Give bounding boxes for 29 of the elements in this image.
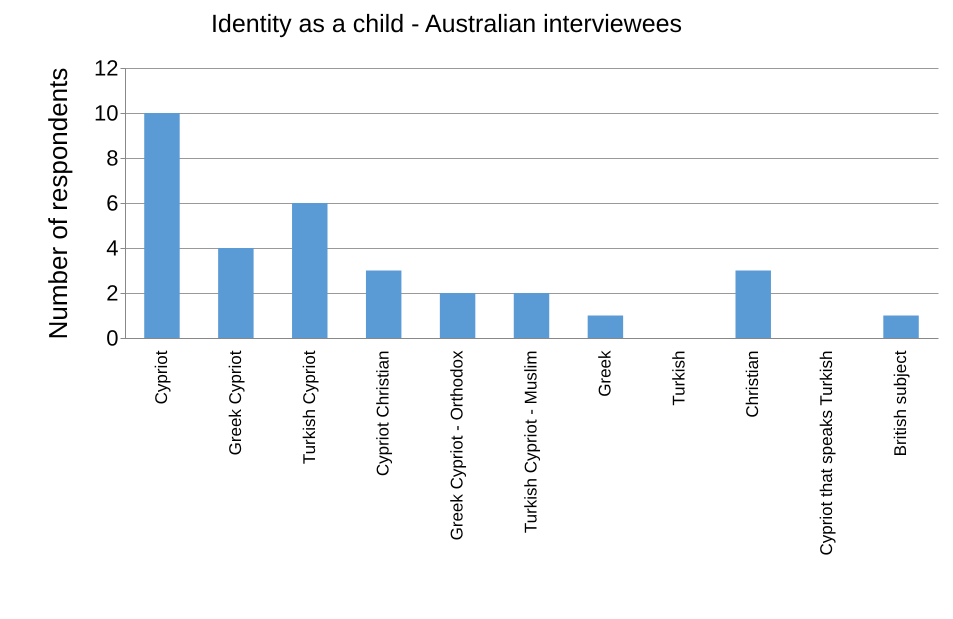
y-tick-label: 0: [106, 326, 118, 350]
y-tick-label: 8: [106, 146, 118, 170]
bar: [144, 113, 180, 338]
x-tick-label: Cypriot: [152, 350, 171, 404]
bar: [883, 316, 919, 338]
y-tick-label: 10: [94, 100, 118, 126]
bar: [514, 293, 550, 338]
bar: [292, 203, 328, 338]
bar: [440, 293, 476, 338]
y-tick-label: 6: [106, 190, 118, 216]
x-tick-label: Greek Cypriot: [226, 350, 245, 456]
x-tick-label: Christian: [743, 350, 762, 418]
x-tick-label: Greek: [595, 350, 614, 397]
bar: [218, 248, 254, 338]
y-tick-label: 4: [106, 236, 118, 260]
y-axis-title: Number of respondents: [43, 68, 74, 340]
x-tick-label: British subject: [891, 350, 910, 456]
bar: [735, 270, 771, 338]
bar: [366, 270, 402, 338]
x-tick-label: Turkish Cypriot: [300, 350, 319, 464]
x-tick-label: Greek Cypriot - Orthodox: [448, 350, 467, 540]
x-tick-label: Cypriot Christian: [374, 350, 393, 476]
bar: [588, 316, 624, 338]
x-tick-label: Turkish Cypriot - Muslim: [522, 350, 540, 534]
y-tick-label: 2: [106, 280, 118, 306]
chart-title: Identity as a child - Australian interviewees: [210, 10, 682, 38]
x-tick-label: Turkish: [669, 350, 688, 406]
y-tick-label: 12: [94, 56, 118, 80]
x-tick-label: Cypriot that speaks Turkish: [817, 350, 836, 556]
